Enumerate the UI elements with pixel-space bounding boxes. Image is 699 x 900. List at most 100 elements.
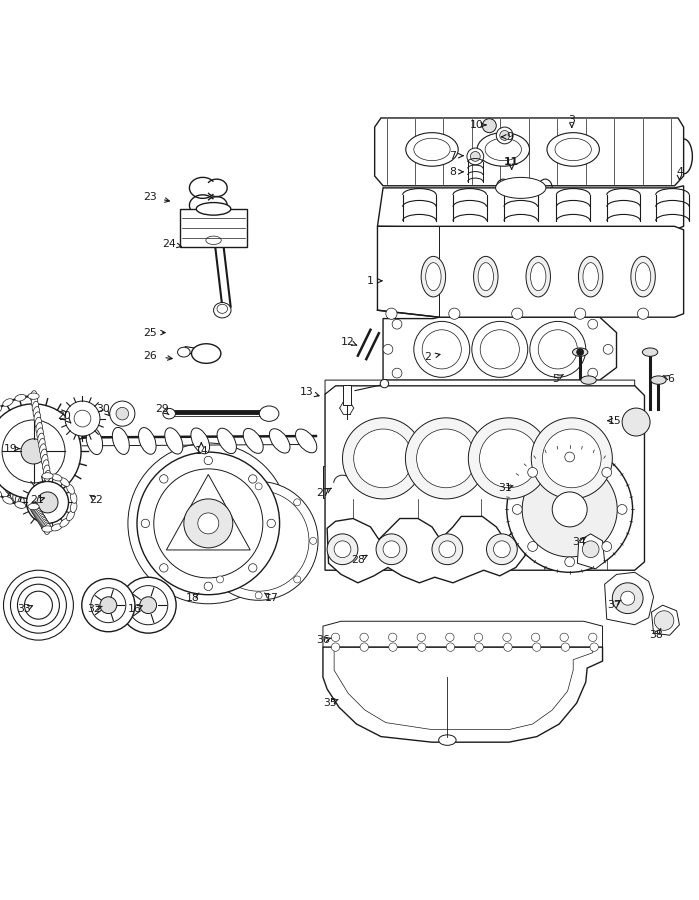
Circle shape [360, 643, 368, 652]
Circle shape [602, 542, 612, 552]
Text: 3: 3 [568, 115, 575, 125]
Text: 30: 30 [96, 404, 110, 415]
Circle shape [334, 541, 351, 558]
Circle shape [159, 563, 168, 572]
Circle shape [331, 633, 340, 642]
Circle shape [100, 597, 117, 614]
Circle shape [531, 418, 612, 499]
Circle shape [389, 643, 397, 652]
Ellipse shape [296, 429, 317, 453]
Circle shape [446, 633, 454, 642]
Text: 35: 35 [323, 698, 337, 708]
Text: 24: 24 [162, 238, 176, 248]
Ellipse shape [138, 428, 156, 454]
Circle shape [507, 446, 633, 572]
Polygon shape [327, 517, 526, 583]
Circle shape [137, 452, 280, 595]
Circle shape [154, 469, 263, 578]
Ellipse shape [43, 465, 50, 476]
Ellipse shape [421, 256, 446, 297]
Ellipse shape [13, 491, 20, 502]
Text: 31: 31 [498, 483, 512, 493]
Text: 12: 12 [341, 337, 355, 347]
Ellipse shape [37, 511, 43, 523]
Circle shape [201, 537, 208, 544]
Circle shape [467, 148, 484, 165]
Circle shape [294, 499, 301, 506]
Ellipse shape [32, 401, 38, 412]
Circle shape [310, 537, 317, 544]
Circle shape [602, 467, 612, 477]
Bar [323, 466, 540, 498]
Ellipse shape [477, 132, 530, 166]
Circle shape [528, 467, 538, 477]
Ellipse shape [405, 132, 459, 166]
Circle shape [577, 348, 584, 356]
Ellipse shape [34, 412, 41, 423]
Ellipse shape [555, 139, 591, 160]
Ellipse shape [191, 428, 210, 454]
Text: 25: 25 [143, 328, 157, 338]
Ellipse shape [259, 406, 279, 421]
Text: 15: 15 [608, 416, 622, 426]
Ellipse shape [66, 484, 74, 494]
Ellipse shape [34, 507, 41, 518]
Ellipse shape [42, 472, 53, 479]
Ellipse shape [196, 202, 231, 215]
Circle shape [522, 462, 617, 557]
Circle shape [414, 321, 470, 377]
Circle shape [637, 308, 649, 320]
Ellipse shape [40, 444, 46, 454]
Circle shape [120, 577, 176, 633]
Circle shape [612, 583, 643, 614]
Ellipse shape [583, 263, 598, 291]
Circle shape [480, 329, 519, 369]
Circle shape [217, 576, 224, 583]
Circle shape [204, 456, 212, 464]
Circle shape [503, 633, 511, 642]
Circle shape [512, 308, 523, 320]
Ellipse shape [43, 460, 49, 471]
Circle shape [0, 404, 81, 499]
Ellipse shape [41, 519, 48, 530]
Circle shape [496, 127, 513, 144]
Circle shape [474, 633, 482, 642]
Ellipse shape [3, 497, 13, 504]
Ellipse shape [41, 454, 48, 465]
Circle shape [386, 308, 397, 320]
Text: 20: 20 [57, 411, 71, 421]
Ellipse shape [66, 510, 74, 521]
Ellipse shape [380, 380, 389, 388]
Ellipse shape [17, 497, 24, 508]
Circle shape [446, 643, 454, 652]
Ellipse shape [572, 348, 588, 356]
Ellipse shape [36, 510, 43, 521]
Circle shape [2, 420, 65, 483]
Circle shape [417, 429, 475, 488]
Circle shape [360, 633, 368, 642]
Circle shape [17, 584, 59, 626]
Circle shape [389, 633, 397, 642]
Ellipse shape [581, 376, 596, 384]
Text: 8: 8 [449, 166, 456, 176]
Text: 7: 7 [449, 150, 456, 161]
Circle shape [482, 119, 496, 132]
Circle shape [294, 576, 301, 583]
Ellipse shape [547, 132, 599, 166]
Ellipse shape [43, 522, 50, 533]
Circle shape [582, 541, 599, 558]
Ellipse shape [269, 428, 290, 453]
Circle shape [331, 643, 340, 652]
Text: 1: 1 [367, 275, 374, 286]
Circle shape [589, 633, 597, 642]
Text: 26: 26 [143, 351, 157, 361]
Circle shape [249, 563, 257, 572]
Ellipse shape [38, 438, 45, 449]
Circle shape [500, 130, 510, 140]
Ellipse shape [35, 418, 41, 428]
Ellipse shape [0, 406, 1, 415]
Text: 21: 21 [30, 495, 44, 505]
Circle shape [405, 418, 487, 499]
Ellipse shape [60, 518, 69, 527]
Circle shape [204, 582, 212, 590]
